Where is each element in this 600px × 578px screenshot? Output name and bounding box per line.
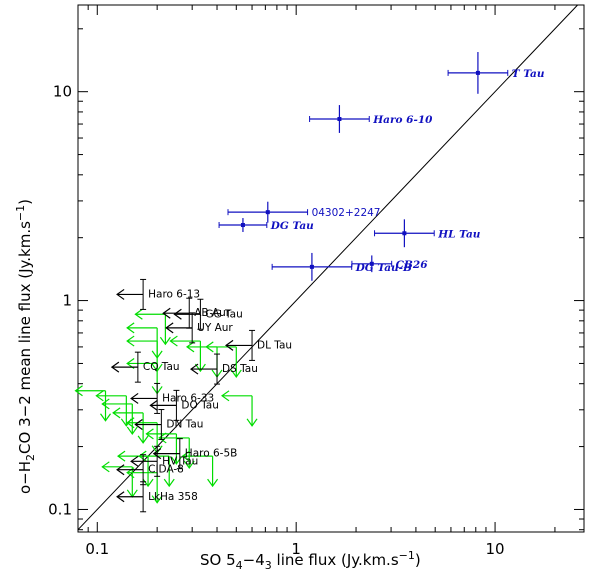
both-limit-down-arrow-head: [137, 435, 149, 444]
y-axis-label: o−H2CO 3−2 mean line flux (Jy.km.s−1): [14, 199, 37, 494]
h2co-limit-label: DS Tau: [222, 363, 258, 375]
detection-label: HL Tau: [437, 228, 481, 240]
plot-frame: [77, 4, 585, 533]
h2co-limit-label: LkHa 358: [148, 491, 198, 503]
x-tick-label: 1: [291, 540, 301, 558]
detection-point: [265, 210, 270, 215]
both-limit-left-arrow-head: [181, 450, 190, 462]
h2co-limit-arrow-head: [134, 419, 143, 431]
h2co-limit-label: Haro 6-33: [162, 392, 214, 404]
h2co-limit-arrow-head: [116, 464, 125, 476]
both-limit-down-arrow-head: [126, 426, 138, 435]
both-limit-left-arrow-head: [101, 398, 110, 410]
detection-label: 04302+2247: [312, 207, 381, 219]
both-limit-down-arrow-head: [100, 413, 111, 422]
detection-point: [240, 223, 245, 228]
both-limit-down-arrow-head: [151, 495, 163, 504]
x-axis-label: SO 54−43 line flux (Jy.km.s−1): [200, 549, 421, 572]
h2co-limit-label: DL Tau: [257, 339, 292, 351]
axis-tick-labels: 0.1 1 10 0.1 1 10: [48, 83, 504, 558]
h2co-limit-arrow-head: [130, 392, 139, 404]
both-limit-left-arrow-head: [117, 450, 126, 462]
detection-point: [309, 264, 314, 269]
both-limit-down-arrow-head: [159, 336, 171, 346]
both-limit-left-arrow-head: [126, 322, 135, 334]
both-limit-left-arrow-head: [158, 432, 167, 444]
both-limit-left-arrow-head: [112, 407, 121, 419]
h2co-limit-label: Haro 6-13: [148, 288, 200, 300]
detection-label: Haro 6-10: [372, 114, 433, 126]
axis-ticks: [77, 5, 584, 532]
both-limit-left-arrow-head: [145, 428, 154, 440]
h2co-limit-arrow-head: [152, 448, 162, 460]
both-limit-left-arrow-head: [95, 390, 104, 402]
y-tick-label: 1: [62, 292, 72, 310]
detection-point: [402, 231, 407, 236]
h2co-limit-label: Haro 6-5B: [185, 448, 238, 460]
both-limit-left-arrow-head: [134, 308, 143, 320]
detection-label: T Tau: [512, 68, 545, 80]
both-limit-left-arrow-head: [169, 335, 178, 347]
h2co-limit-arrow-head: [165, 322, 174, 334]
h2co-limit-label: CIDA-8: [148, 464, 184, 476]
h2co-limit-arrow-head: [130, 455, 139, 467]
both-limit-down-arrow-head: [163, 478, 175, 488]
both-limit-down-arrow-head: [207, 478, 219, 488]
both-limit-left-arrow-head: [138, 450, 147, 462]
both-limit-down-arrow-head: [230, 369, 242, 378]
h2co-limit-label: DN Tau: [166, 419, 203, 431]
h2co-limit-label: DO Tau: [181, 399, 218, 411]
both-limit-left-arrow-head: [185, 341, 195, 353]
detection-point: [337, 116, 342, 121]
h2co-limit-arrow-head: [110, 361, 120, 373]
h2co-limit-arrow-head: [116, 491, 125, 503]
both-limit-left-arrow-head: [101, 461, 110, 473]
h2co-limit-arrow-head: [149, 399, 158, 411]
y-tick-label: 0.1: [48, 500, 72, 518]
h2co-limit-arrow-head: [162, 307, 171, 319]
detection-point: [369, 261, 374, 266]
h2co-limit-arrow-head: [173, 308, 182, 320]
h2co-limit-arrow-head: [189, 363, 199, 375]
h2co-limit-label: UY Aur: [197, 322, 233, 334]
both-limit-down-arrow-head: [246, 418, 258, 427]
detection-label: DG Tau-B: [355, 262, 412, 274]
both-limit-left-arrow-head: [126, 417, 135, 429]
x-tick-label: 10: [486, 540, 505, 558]
both-limit-left-arrow-head: [205, 341, 214, 353]
both-limit-down-arrow-head: [194, 363, 206, 373]
both-limit-down-arrow-head: [183, 460, 195, 469]
h2co-limit-arrow-head: [225, 339, 234, 351]
h2co-limit-arrow-head: [116, 288, 125, 300]
h2co-limit-label: GG Tau: [205, 308, 242, 320]
y-tick-label: 10: [53, 83, 72, 101]
both-limit-left-arrow-head: [126, 335, 135, 347]
x-tick-label: 0.1: [85, 540, 109, 558]
h2co-limit-label: HV Tau: [162, 455, 198, 467]
both-limit-left-arrow-head: [74, 385, 83, 397]
both-limit-left-arrow-head: [221, 390, 230, 402]
detection-label: DG Tau: [270, 220, 314, 232]
h2co-limit-label: AB Aur: [194, 307, 231, 319]
detection-label: CB26: [396, 259, 429, 271]
detection-point: [475, 70, 480, 75]
h2co-limit-label: CQ Tau: [143, 361, 180, 373]
